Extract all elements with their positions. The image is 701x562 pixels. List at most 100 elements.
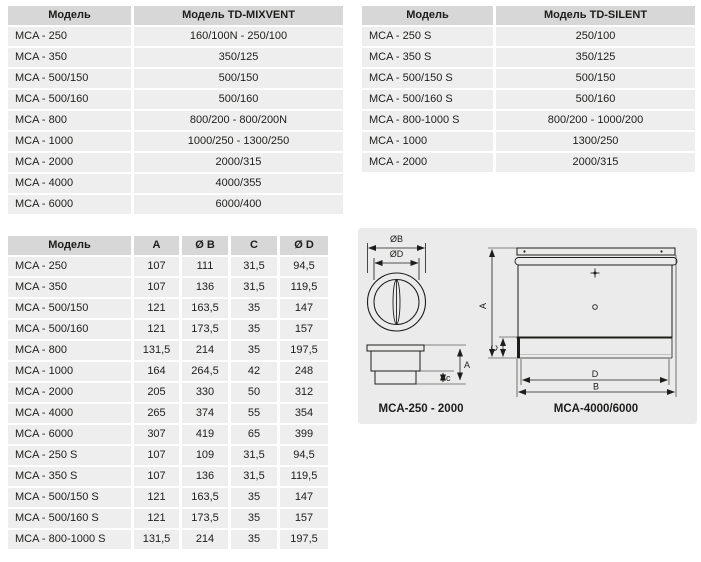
- model-cell: MCA - 500/160: [8, 320, 131, 339]
- table-row: MCA - 500/160 S 121 173,5 35 157: [8, 509, 328, 528]
- value-cell: 500/150: [496, 69, 695, 88]
- column-header: Модель TD-MIXVENT: [134, 6, 343, 25]
- model-cell: MCA - 500/160: [8, 90, 131, 109]
- value-cell: 197,5: [280, 341, 328, 360]
- value-cell: 173,5: [182, 320, 228, 339]
- value-cell: 6000/400: [134, 195, 343, 214]
- header-row: Модель Модель TD-MIXVENT: [8, 6, 343, 25]
- dim-label-d: D: [592, 369, 599, 379]
- value-cell: 111: [182, 257, 228, 276]
- mixvent-table: Модель Модель TD-MIXVENT MCA - 250 160/100…: [5, 4, 346, 216]
- value-cell: 35: [231, 488, 277, 507]
- table-row: MCA - 500/160 500/160: [8, 90, 343, 109]
- value-cell: 35: [231, 341, 277, 360]
- value-cell: 4000/355: [134, 174, 343, 193]
- value-cell: 350/125: [496, 48, 695, 67]
- table-row: MCA - 6000 6000/400: [8, 195, 343, 214]
- value-cell: 250/100: [496, 27, 695, 46]
- right-drawing: [488, 247, 678, 397]
- table-row: MCA - 500/150 S 500/150: [362, 69, 695, 88]
- value-cell: 800/200 - 1000/200: [496, 111, 695, 130]
- value-cell: 500/150: [134, 69, 343, 88]
- value-cell: 35: [231, 299, 277, 318]
- value-cell: 50: [231, 383, 277, 402]
- value-cell: 31,5: [231, 278, 277, 297]
- table-row: MCA - 250 107 111 31,5 94,5: [8, 257, 328, 276]
- value-cell: 147: [280, 299, 328, 318]
- dim-label-od: ØD: [390, 249, 404, 259]
- column-header: Модель: [8, 6, 131, 25]
- table-row: MCA - 800 800/200 - 800/200N: [8, 111, 343, 130]
- table-row: MCA - 1000 1000/250 - 1300/250: [8, 132, 343, 151]
- model-cell: MCA - 250 S: [362, 27, 493, 46]
- value-cell: 307: [134, 425, 179, 444]
- dim-label-c-right: C: [490, 344, 500, 351]
- value-cell: 121: [134, 509, 179, 528]
- table-row: MCA - 800 131,5 214 35 197,5: [8, 341, 328, 360]
- value-cell: 330: [182, 383, 228, 402]
- model-cell: MCA - 6000: [8, 425, 131, 444]
- value-cell: 399: [280, 425, 328, 444]
- value-cell: 94,5: [280, 257, 328, 276]
- value-cell: 265: [134, 404, 179, 423]
- value-cell: 312: [280, 383, 328, 402]
- model-cell: MCA - 800: [8, 111, 131, 130]
- model-cell: MCA - 500/150: [8, 69, 131, 88]
- model-cell: MCA - 350: [8, 278, 131, 297]
- value-cell: 55: [231, 404, 277, 423]
- model-cell: MCA - 1000: [8, 132, 131, 151]
- model-cell: MCA - 250: [8, 27, 131, 46]
- value-cell: 121: [134, 299, 179, 318]
- model-cell: MCA - 800-1000 S: [8, 530, 131, 549]
- model-cell: MCA - 2000: [362, 153, 493, 172]
- table-row: MCA - 500/160 121 173,5 35 157: [8, 320, 328, 339]
- value-cell: 500/160: [496, 90, 695, 109]
- model-cell: MCA - 500/150 S: [8, 488, 131, 507]
- column-header: Модель: [8, 236, 131, 255]
- value-cell: 2000/315: [134, 153, 343, 172]
- value-cell: 121: [134, 320, 179, 339]
- value-cell: 350/125: [134, 48, 343, 67]
- left-caption: MCA-250 - 2000: [378, 403, 463, 415]
- column-header: C: [231, 236, 277, 255]
- value-cell: 163,5: [182, 488, 228, 507]
- table-row: MCA - 2000 205 330 50 312: [8, 383, 328, 402]
- dim-label-b: B: [593, 382, 599, 392]
- value-cell: 374: [182, 404, 228, 423]
- table-row: MCA - 250 S 107 109 31,5 94,5: [8, 446, 328, 465]
- model-cell: MCA - 350 S: [362, 48, 493, 67]
- value-cell: 214: [182, 341, 228, 360]
- value-cell: 800/200 - 800/200N: [134, 111, 343, 130]
- table-row: MCA - 500/150 500/150: [8, 69, 343, 88]
- model-cell: MCA - 500/160 S: [362, 90, 493, 109]
- value-cell: 121: [134, 488, 179, 507]
- value-cell: 107: [134, 257, 179, 276]
- value-cell: 163,5: [182, 299, 228, 318]
- column-header: Ø B: [182, 236, 228, 255]
- model-cell: MCA - 4000: [8, 404, 131, 423]
- value-cell: 131,5: [134, 530, 179, 549]
- column-header: Ø D: [280, 236, 328, 255]
- column-header: Модель TD-SILENT: [496, 6, 695, 25]
- right-caption: MCA-4000/6000: [554, 403, 638, 415]
- table-row: MCA - 350 107 136 31,5 119,5: [8, 278, 328, 297]
- model-cell: MCA - 350 S: [8, 467, 131, 486]
- value-cell: 157: [280, 320, 328, 339]
- value-cell: 354: [280, 404, 328, 423]
- value-cell: 1000/250 - 1300/250: [134, 132, 343, 151]
- model-cell: MCA - 1000: [362, 132, 493, 151]
- table-row: MCA - 350 S 107 136 31,5 119,5: [8, 467, 328, 486]
- table-row: MCA - 500/150 S 121 163,5 35 147: [8, 488, 328, 507]
- table-row: MCA - 1000 164 264,5 42 248: [8, 362, 328, 381]
- model-cell: MCA - 250 S: [8, 446, 131, 465]
- table-row: MCA - 250 S 250/100: [362, 27, 695, 46]
- model-cell: MCA - 800: [8, 341, 131, 360]
- value-cell: 1300/250: [496, 132, 695, 151]
- value-cell: 31,5: [231, 257, 277, 276]
- model-cell: MCA - 500/160 S: [8, 509, 131, 528]
- column-header: Модель: [362, 6, 493, 25]
- dim-label-c-left: c: [446, 373, 451, 383]
- model-cell: MCA - 1000: [8, 362, 131, 381]
- dim-label-a-left: A: [464, 360, 470, 370]
